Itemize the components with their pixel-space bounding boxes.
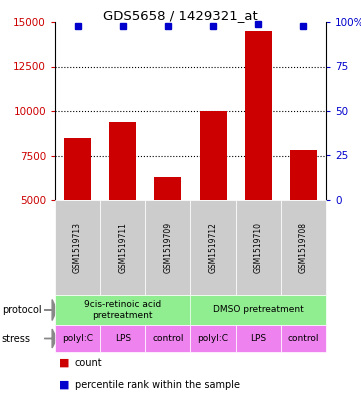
Text: GDS5658 / 1429321_at: GDS5658 / 1429321_at <box>103 9 258 22</box>
Bar <box>64 138 91 200</box>
Bar <box>109 122 136 200</box>
Text: count: count <box>75 358 103 368</box>
Text: GSM1519712: GSM1519712 <box>209 222 218 273</box>
Text: percentile rank within the sample: percentile rank within the sample <box>75 380 240 389</box>
Text: GSM1519709: GSM1519709 <box>164 222 173 273</box>
Text: stress: stress <box>2 334 31 343</box>
Bar <box>290 150 317 200</box>
Bar <box>155 177 182 200</box>
Text: control: control <box>288 334 319 343</box>
Text: GSM1519711: GSM1519711 <box>118 222 127 273</box>
Text: protocol: protocol <box>2 305 42 315</box>
Text: LPS: LPS <box>250 334 266 343</box>
Text: polyI:C: polyI:C <box>197 334 229 343</box>
Text: GSM1519710: GSM1519710 <box>254 222 263 273</box>
Bar <box>200 111 227 200</box>
Text: LPS: LPS <box>115 334 131 343</box>
Text: GSM1519708: GSM1519708 <box>299 222 308 273</box>
Text: control: control <box>152 334 184 343</box>
Text: GSM1519713: GSM1519713 <box>73 222 82 273</box>
Text: ■: ■ <box>58 380 69 389</box>
Text: DMSO pretreatment: DMSO pretreatment <box>213 305 304 314</box>
Text: ■: ■ <box>58 358 69 368</box>
Bar <box>245 31 272 200</box>
Text: polyI:C: polyI:C <box>62 334 93 343</box>
Text: 9cis-retinoic acid
pretreatment: 9cis-retinoic acid pretreatment <box>84 300 161 320</box>
